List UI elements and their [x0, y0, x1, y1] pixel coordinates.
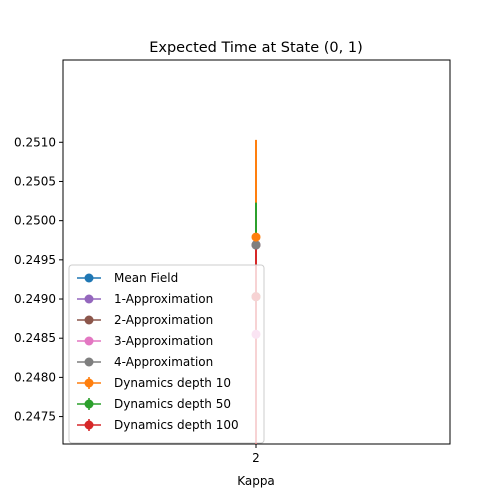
legend-label: Dynamics depth 50: [114, 397, 231, 411]
y-axis: 0.2475 0.2480 0.2485 0.2490 0.2495 0.2500 0.25…: [14, 135, 63, 424]
x-axis: 2: [252, 444, 260, 465]
y-tick-label: 0.2475: [14, 410, 56, 424]
data-point-5: [251, 232, 261, 242]
legend-marker: [84, 357, 94, 367]
legend-label: Dynamics depth 100: [114, 418, 239, 432]
chart-title: Expected Time at State (0, 1): [149, 40, 363, 56]
legend-label: Mean Field: [114, 271, 178, 285]
legend-box: [68, 264, 265, 444]
data-point-4: [251, 240, 261, 250]
legend-label: 3-Approximation: [114, 334, 213, 348]
legend-marker: [84, 315, 94, 325]
legend-marker: [84, 273, 94, 283]
y-tick-label: 0.2500: [14, 214, 56, 228]
legend: Mean Field 1-Approximation 2-Approximation…: [68, 264, 265, 444]
legend-marker: [84, 420, 94, 430]
y-tick-label: 0.2505: [14, 174, 56, 188]
legend-marker: [84, 399, 94, 409]
legend-label: Dynamics depth 10: [114, 376, 231, 390]
legend-label: 4-Approximation: [114, 355, 213, 369]
legend-label: 2-Approximation: [114, 313, 213, 327]
y-tick-label: 0.2510: [14, 135, 56, 149]
legend-label: 1-Approximation: [114, 292, 213, 306]
y-tick-label: 0.2480: [14, 370, 56, 384]
legend-marker: [84, 378, 94, 388]
legend-marker: [84, 294, 94, 304]
legend-marker: [84, 336, 94, 346]
x-axis-label: Kappa: [237, 474, 275, 488]
y-tick-label: 0.2485: [14, 331, 56, 345]
x-tick-label: 2: [252, 451, 260, 465]
y-tick-label: 0.2495: [14, 253, 56, 267]
y-tick-label: 0.2490: [14, 292, 56, 306]
